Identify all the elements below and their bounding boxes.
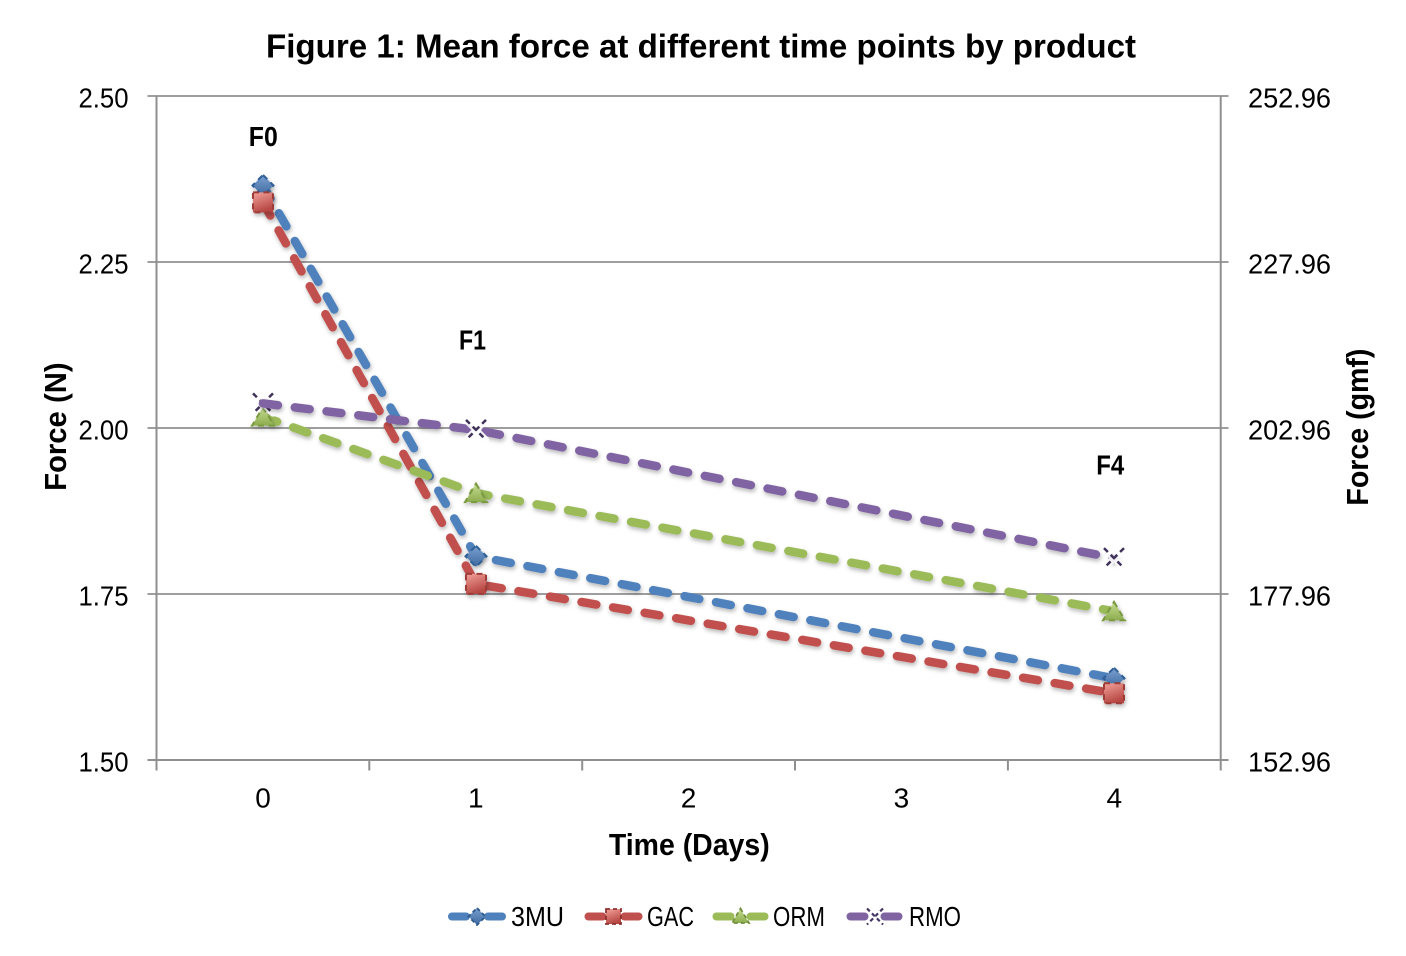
svg-text:F4: F4 — [1096, 450, 1124, 481]
svg-text:Time (Days): Time (Days) — [609, 827, 770, 862]
svg-text:Force (gmf): Force (gmf) — [1340, 349, 1375, 506]
svg-text:ORM: ORM — [773, 901, 825, 932]
svg-text:252.96: 252.96 — [1248, 83, 1331, 114]
svg-text:2: 2 — [681, 783, 697, 814]
svg-text:F1: F1 — [459, 325, 486, 356]
svg-text:GAC: GAC — [647, 901, 694, 932]
svg-text:2.50: 2.50 — [79, 83, 129, 114]
svg-text:202.96: 202.96 — [1248, 415, 1331, 446]
svg-text:152.96: 152.96 — [1248, 747, 1331, 778]
svg-text:4: 4 — [1107, 783, 1123, 814]
svg-text:2.25: 2.25 — [79, 249, 129, 280]
svg-text:Force (N): Force (N) — [38, 362, 73, 491]
svg-text:1: 1 — [468, 783, 484, 814]
svg-text:1.75: 1.75 — [79, 581, 129, 612]
svg-text:0: 0 — [255, 783, 271, 814]
svg-text:RMO: RMO — [909, 901, 961, 932]
svg-text:1.50: 1.50 — [79, 747, 129, 778]
svg-text:3: 3 — [894, 783, 910, 814]
svg-text:Figure 1: Mean force at differ: Figure 1: Mean force at different time p… — [266, 28, 1136, 65]
svg-text:227.96: 227.96 — [1248, 249, 1331, 280]
svg-text:177.96: 177.96 — [1248, 581, 1331, 612]
svg-text:F0: F0 — [249, 121, 278, 152]
svg-text:3MU: 3MU — [511, 901, 564, 932]
svg-text:2.00: 2.00 — [79, 415, 129, 446]
